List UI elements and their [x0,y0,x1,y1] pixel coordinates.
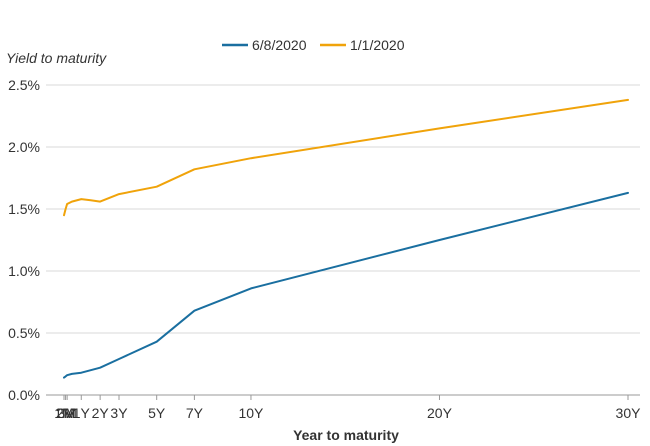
y-tick-labels: 0.0% 0.5% 1.0% 1.5% 2.0% 2.5% [8,77,40,403]
y-axis-title: Yield to maturity [6,50,107,66]
x-tick-label: 1M [54,405,73,421]
y-tick-label: 1.0% [8,263,40,279]
series-lines [63,98,629,379]
x-tick-label: 5Y [148,405,166,421]
x-tick-label: 3Y [110,405,128,421]
series-line-1 [63,191,629,379]
x-axis [46,394,640,400]
y-tick-label: 2.5% [8,77,40,93]
x-axis-title: Year to maturity [293,427,399,443]
x-tick-label: 10Y [238,405,264,421]
x-tick-label: 30Y [616,405,642,421]
legend-label: 6/8/2020 [252,37,307,53]
gridlines [46,84,640,334]
x-tick-label: 20Y [427,405,453,421]
y-tick-label: 0.0% [8,387,40,403]
x-tick-label: 3M [57,405,76,421]
x-tick-label: 7Y [186,405,204,421]
y-tick-label: 2.0% [8,139,40,155]
y-tick-label: 0.5% [8,325,40,341]
y-tick-label: 1.5% [8,201,40,217]
legend: 6/8/2020 1/1/2020 [222,37,405,53]
x-tick-label: 1Y [73,405,91,421]
x-tick-label: 2M [56,405,75,421]
series-line-2 [63,98,629,217]
x-tick-label: 2Y [92,405,110,421]
legend-label: 1/1/2020 [350,37,405,53]
